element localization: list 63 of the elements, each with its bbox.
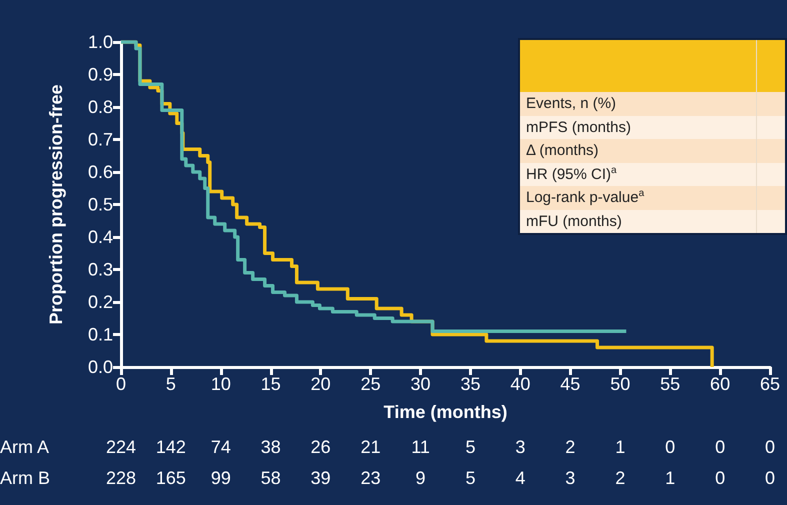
x-tick-label: 10 bbox=[210, 374, 231, 394]
text: 0 bbox=[715, 437, 726, 457]
x-tick-label: 20 bbox=[310, 374, 331, 394]
text: 165 bbox=[156, 468, 186, 488]
y-tick-label: 0.3 bbox=[88, 260, 113, 280]
y-tick-label: 0.4 bbox=[88, 227, 113, 247]
text: 38 bbox=[260, 437, 281, 457]
text: 0 bbox=[764, 468, 776, 488]
x-tick-label: 40 bbox=[510, 374, 530, 394]
y-axis-title: Proportion progression-free bbox=[46, 84, 66, 325]
text: 228 bbox=[106, 468, 136, 488]
x-tick-label: 15 bbox=[260, 374, 281, 394]
annotation: mFU (months) bbox=[520, 210, 785, 233]
x-tick-label: 25 bbox=[360, 374, 381, 394]
text: 3 bbox=[515, 437, 526, 457]
text: 39 bbox=[310, 468, 331, 488]
text: 2 bbox=[565, 437, 576, 457]
annotation: Events, n (%) bbox=[520, 92, 785, 116]
y-tick-label: 0.2 bbox=[88, 292, 113, 312]
text: 4 bbox=[515, 468, 526, 488]
x-tick-label: 50 bbox=[610, 374, 630, 394]
x-tick-label: 60 bbox=[710, 374, 730, 394]
y-tick-label: 0.9 bbox=[88, 64, 113, 84]
annotation: Δ (months) bbox=[520, 139, 785, 162]
x-tick-label: 45 bbox=[560, 374, 580, 394]
text: 224 bbox=[106, 437, 136, 457]
text: 1 bbox=[665, 468, 676, 488]
text: 58 bbox=[260, 468, 281, 488]
x-tick-label: 30 bbox=[410, 374, 431, 394]
x-tick-label: 5 bbox=[166, 374, 176, 394]
annotation: Log-rank p-value$^{a}$ bbox=[520, 186, 785, 210]
text: 74 bbox=[210, 437, 231, 457]
text: 2 bbox=[615, 468, 626, 488]
x-tick-label: 0 bbox=[116, 374, 126, 394]
x-tick-label: 55 bbox=[660, 374, 680, 394]
text: Arm B bbox=[0, 468, 50, 488]
text: 23 bbox=[360, 468, 381, 488]
y-tick-label: 0.7 bbox=[88, 130, 113, 150]
text: Arm A bbox=[0, 437, 50, 457]
y-tick-label: 0.6 bbox=[88, 162, 113, 182]
y-tick-label: 0.8 bbox=[88, 97, 113, 117]
text: 3 bbox=[565, 468, 576, 488]
text: 5 bbox=[465, 437, 476, 457]
text: 9 bbox=[416, 468, 426, 488]
text: 5 bbox=[465, 468, 476, 488]
text: 0 bbox=[715, 468, 726, 488]
text: 0 bbox=[764, 437, 776, 457]
text: 1 bbox=[615, 437, 626, 457]
y-tick-label: 0.0 bbox=[88, 357, 113, 377]
x-tick-label: 35 bbox=[460, 374, 480, 394]
x-axis-title: Time (months) bbox=[384, 402, 508, 422]
text: 26 bbox=[310, 437, 331, 457]
annotation: HR (95% CI)$^{a}$ bbox=[520, 162, 785, 186]
text: 99 bbox=[210, 468, 231, 488]
y-tick-label: 0.5 bbox=[88, 194, 113, 214]
y-tick-label: 1.0 bbox=[88, 32, 113, 52]
text: 11 bbox=[411, 437, 430, 457]
text: 142 bbox=[156, 437, 186, 457]
text: 21 bbox=[360, 437, 381, 457]
y-tick-label: 0.1 bbox=[88, 324, 113, 344]
text: 0 bbox=[665, 437, 676, 457]
annotation: mPFS (months) bbox=[520, 116, 785, 139]
x-tick-label: 65 bbox=[760, 374, 780, 394]
